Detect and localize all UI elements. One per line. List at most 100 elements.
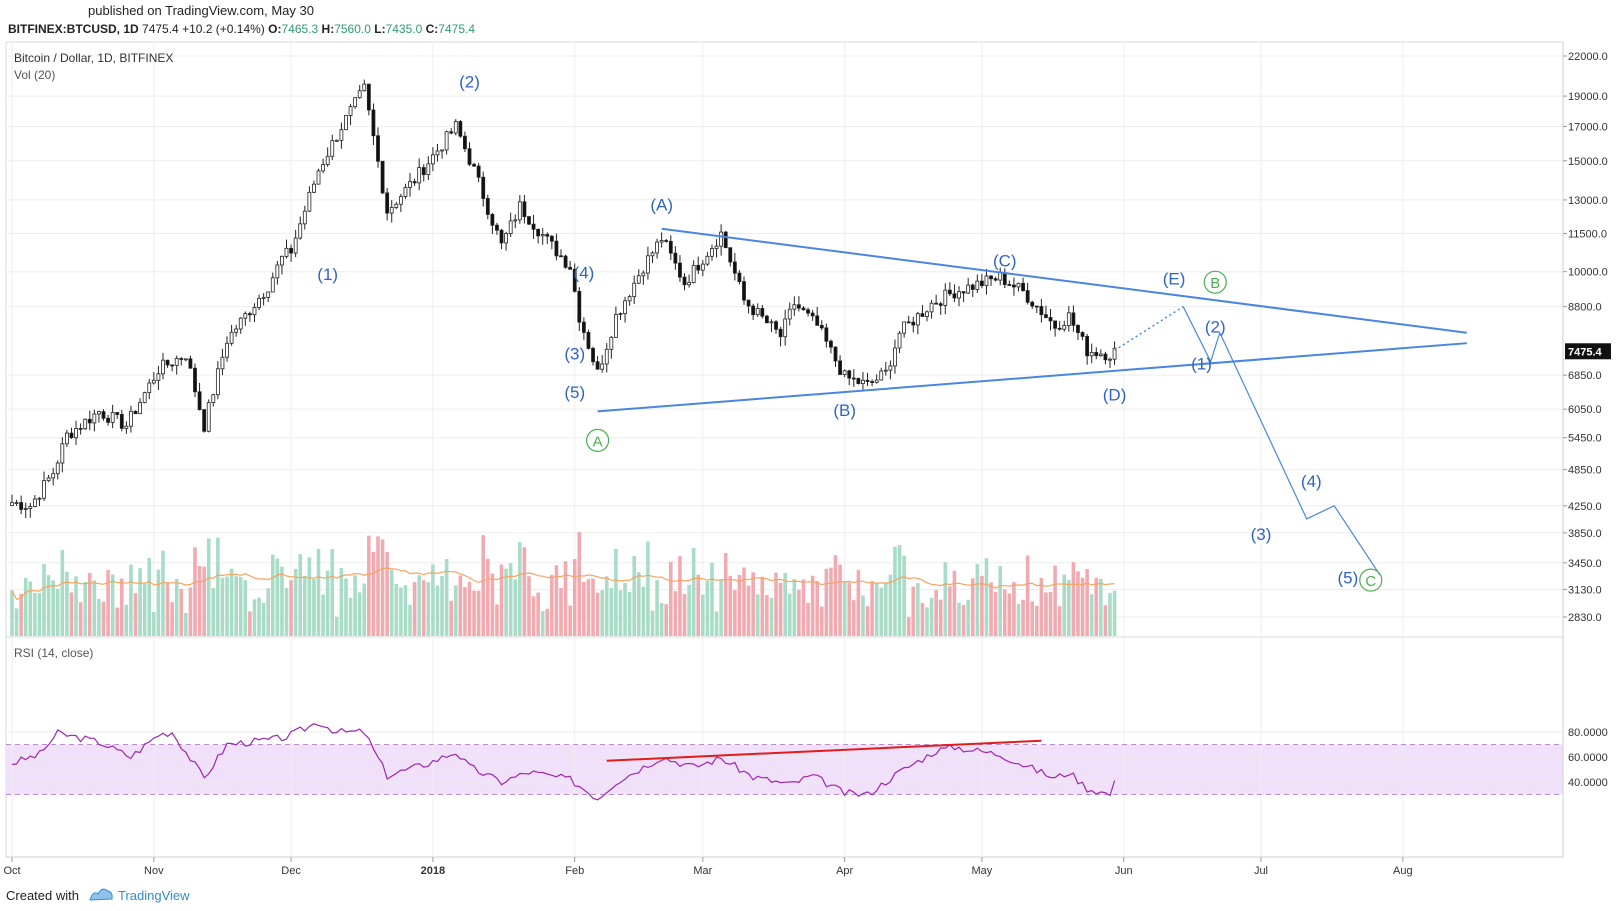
volume-bar-234 — [1080, 577, 1085, 636]
chart-canvas[interactable]: (1) (2) (3) (4) (5) A (A) (B) (C) (D) (E) B (1) (2) (3… — [0, 38, 1623, 880]
volume-bar-191 — [884, 583, 888, 636]
candle-body-23 — [115, 412, 120, 415]
candle-body-37 — [179, 358, 184, 360]
volume-bar-190 — [879, 587, 884, 636]
volume-bar-235 — [1085, 568, 1089, 636]
volume-bar-195 — [902, 555, 906, 636]
candle-body-181 — [838, 360, 842, 375]
candle-body-159 — [737, 272, 742, 283]
volume-bar-186 — [861, 595, 865, 636]
ytick-label-14: 15000.0 — [1568, 156, 1608, 168]
candle-body-164 — [760, 308, 765, 317]
candle-body-73 — [344, 115, 348, 131]
candle-body-219 — [1012, 284, 1016, 288]
ytick-label-17: 22000.0 — [1568, 51, 1608, 63]
xtick-label-6: Apr — [836, 865, 853, 877]
volume-bar-104 — [486, 558, 490, 636]
wave-label-4: (5) — [564, 383, 585, 402]
candle-body-95 — [444, 131, 449, 151]
candle-body-124 — [577, 290, 582, 323]
candle-body-206 — [952, 293, 957, 299]
candle-body-193 — [893, 347, 897, 367]
wave-label-5: A — [593, 433, 603, 450]
candle-body-213 — [984, 275, 989, 287]
candle-body-112 — [522, 201, 527, 218]
volume-bar-126 — [586, 579, 591, 636]
volume-bar-90 — [421, 580, 426, 636]
candle-body-87 — [408, 181, 412, 188]
volume-bar-56 — [266, 588, 270, 636]
candle-body-54 — [257, 297, 261, 308]
candle-body-178 — [824, 327, 829, 342]
candle-body-140 — [650, 252, 655, 257]
candle-body-132 — [614, 314, 618, 338]
candle-body-128 — [595, 361, 600, 370]
tradingview-logo-icon[interactable] — [88, 886, 114, 904]
candle-body-166 — [769, 321, 774, 324]
volume-bar-19 — [97, 598, 101, 636]
volume-bar-88 — [412, 582, 417, 636]
candle-body-183 — [847, 370, 852, 379]
volume-bar-132 — [614, 548, 618, 636]
volume-bar-55 — [261, 602, 266, 636]
volume-bar-85 — [399, 587, 403, 636]
volume-bar-81 — [380, 539, 385, 636]
last-price-box — [1565, 343, 1611, 360]
ytick-label-15: 17000.0 — [1568, 122, 1608, 134]
volume-bar-66 — [312, 579, 316, 636]
volume-bar-26 — [129, 564, 133, 636]
candle-body-45 — [215, 368, 220, 396]
candle-body-218 — [1007, 284, 1012, 286]
volume-bar-199 — [920, 602, 925, 636]
candle-body-93 — [435, 150, 440, 156]
volume-bar-75 — [353, 575, 357, 636]
volume-bar-28 — [138, 568, 142, 636]
candle-body-29 — [142, 392, 147, 403]
price-pane[interactable] — [5, 41, 1564, 638]
volume-bar-129 — [600, 590, 604, 636]
candle-body-55 — [261, 296, 266, 299]
candle-body-145 — [673, 252, 678, 264]
candle-body-232 — [1071, 312, 1076, 326]
candle-body-92 — [430, 154, 435, 165]
ytick-label-5: 4850.0 — [1568, 465, 1602, 477]
volume-bar-171 — [792, 579, 797, 636]
candle-body-106 — [495, 224, 499, 231]
volume-bar-117 — [545, 608, 550, 636]
volume-bar-106 — [495, 604, 499, 636]
candle-body-240 — [1108, 358, 1112, 361]
volume-bar-162 — [751, 572, 755, 636]
volume-bar-157 — [728, 575, 733, 636]
candle-body-195 — [902, 321, 907, 334]
volume-bar-241 — [1112, 590, 1117, 636]
rsi-line — [11, 723, 1116, 801]
candle-body-58 — [275, 264, 280, 279]
volume-bar-18 — [92, 580, 97, 636]
vertical-gridlines — [11, 42, 1404, 857]
candle-body-222 — [1025, 290, 1030, 303]
volume-bar-77 — [362, 583, 367, 636]
candle-body-143 — [664, 240, 669, 242]
candle-body-118 — [549, 235, 554, 242]
volume-bar-119 — [554, 565, 559, 636]
ytick-label-7: 6050.0 — [1568, 404, 1602, 416]
volume-bar-206 — [952, 570, 957, 636]
volume-bar-71 — [335, 616, 339, 636]
volume-bar-84 — [394, 583, 399, 636]
candle-body-126 — [586, 331, 591, 349]
wave-label-16: (5) — [1338, 568, 1359, 587]
volume-bar-227 — [1048, 592, 1053, 636]
volume-bar-12 — [65, 571, 69, 636]
candle-body-241 — [1112, 347, 1117, 360]
candle-body-110 — [513, 219, 518, 222]
tradingview-link[interactable]: TradingView — [118, 888, 190, 903]
xtick-label-0: Oct — [3, 865, 20, 877]
volume-bar-175 — [810, 575, 815, 636]
candle-body-147 — [682, 276, 687, 286]
volume-bar-102 — [476, 590, 481, 636]
xtick-label-5: Mar — [693, 865, 712, 877]
wave-label-1: (2) — [459, 73, 480, 92]
volume-bar-156 — [723, 553, 728, 636]
candle-body-149 — [691, 264, 696, 283]
candle-body-153 — [710, 248, 714, 257]
